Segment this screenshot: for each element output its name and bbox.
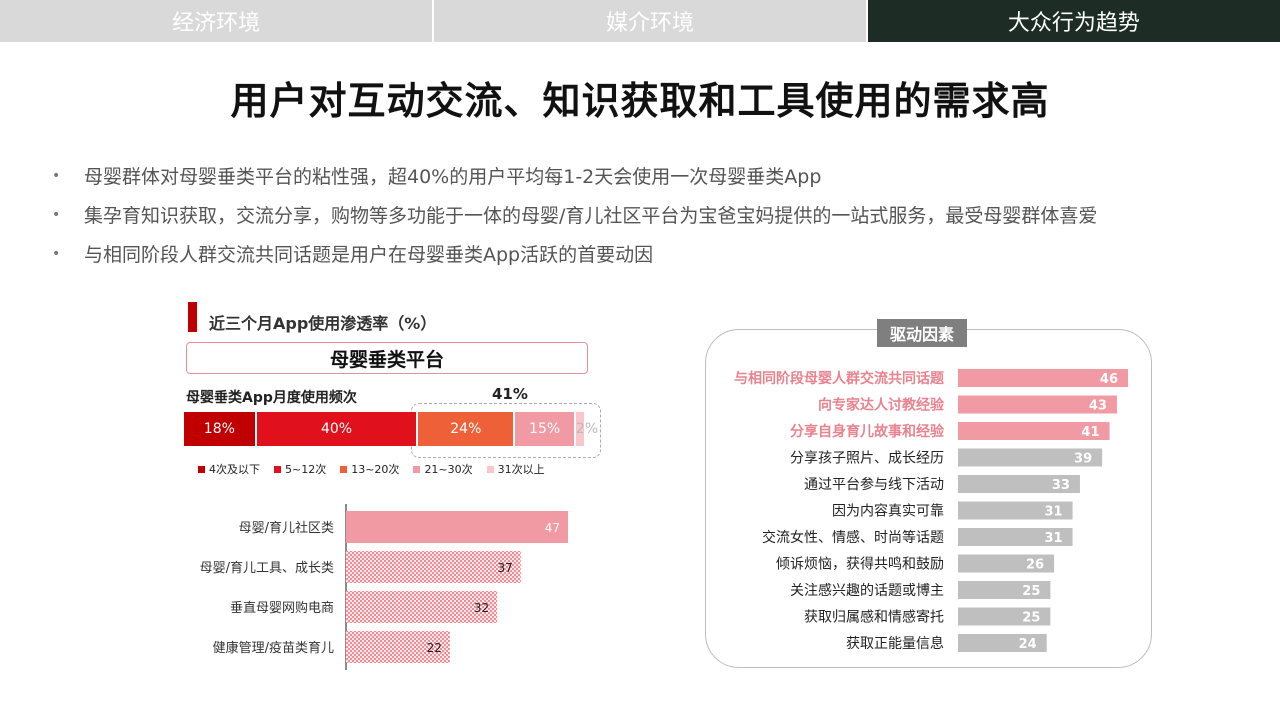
frequency-segment: 2% — [575, 412, 598, 446]
driver-bar — [958, 607, 1051, 626]
driver-bar — [958, 369, 1128, 387]
frequency-segment: 18% — [184, 412, 257, 446]
bullet-dot-icon: • — [52, 167, 61, 184]
driver-value-label: 46 — [1100, 372, 1118, 387]
legend-label: 21~30次 — [424, 463, 473, 476]
legend-label: 13~20次 — [351, 463, 400, 476]
driver-label: 向专家达人讨教经验 — [818, 397, 945, 414]
list-item: • 与相同阶段人群交流共同话题是用户在母婴垂类App活跃的首要动因 — [52, 234, 1252, 273]
legend-label: 5~12次 — [285, 463, 327, 476]
driver-label: 因为内容真实可靠 — [832, 503, 944, 520]
driver-bar — [958, 528, 1073, 546]
frequency-segment: 40% — [256, 412, 419, 446]
category-bar — [346, 511, 568, 543]
legend-item: 4次及以下 — [198, 461, 260, 477]
legend-item: 31次以上 — [486, 461, 545, 477]
driver-label: 获取正能量信息 — [846, 635, 944, 652]
bullet-dot-icon: • — [52, 206, 61, 223]
driver-value-label: 24 — [1019, 637, 1037, 652]
category-value-label: 22 — [427, 641, 442, 655]
legend-item: 5~12次 — [274, 461, 326, 477]
legend-swatch — [486, 465, 494, 473]
list-item: • 集孕育知识获取，交流分享，购物等多功能于一体的母婴/育儿社区平台为宝爸宝妈提… — [52, 195, 1252, 234]
legend-swatch — [198, 465, 205, 473]
driver-label: 通过平台参与线下活动 — [804, 476, 944, 493]
page-title: 用户对互动交流、知识获取和工具使用的需求高 — [230, 79, 1050, 123]
category-bar — [346, 551, 521, 583]
legend-swatch — [413, 465, 421, 473]
platform-label: 母婴垂类平台 — [186, 342, 588, 374]
driver-value-label: 43 — [1089, 399, 1107, 414]
drivers-panel-title: 驱动因素 — [877, 319, 967, 347]
driver-value-label: 41 — [1081, 425, 1099, 440]
category-bar — [346, 631, 450, 663]
driver-bar — [958, 581, 1051, 599]
driver-value-label: 39 — [1074, 452, 1092, 467]
category-label: 母婴/育儿工具、成长类 — [200, 560, 334, 576]
list-item: • 母婴群体对母婴垂类平台的粘性强，超40%的用户平均每1-2天会使用一次母婴垂… — [52, 156, 1252, 195]
penetration-chart-header: 近三个月App使用渗透率（%） — [209, 314, 437, 333]
driver-bar — [958, 634, 1047, 652]
legend-item: 21~30次 — [413, 461, 473, 477]
driver-label: 分享孩子照片、成长经历 — [790, 450, 944, 467]
tab-public-behavior[interactable]: 大众行为趋势 — [867, 0, 1280, 42]
bullet-dot-icon: • — [52, 245, 61, 262]
bullet-text: 集孕育知识获取，交流分享，购物等多功能于一体的母婴/育儿社区平台为宝爸宝妈提供的… — [84, 205, 1098, 227]
driver-label: 分享自身育儿故事和经验 — [790, 423, 945, 440]
driver-bar — [958, 475, 1080, 493]
driver-value-label: 33 — [1052, 478, 1070, 493]
driver-bar — [958, 448, 1103, 467]
legend-label: 31次以上 — [497, 463, 545, 476]
driver-bar — [958, 422, 1110, 440]
driver-value-label: 25 — [1022, 584, 1040, 599]
legend-item: 13~20次 — [340, 461, 399, 477]
tab-economy[interactable]: 经济环境 — [0, 0, 433, 42]
top-tabs: 经济环境 媒介环境 大众行为趋势 — [0, 0, 1280, 42]
legend-label: 4次及以下 — [209, 463, 260, 476]
category-label: 垂直母婴网购电商 — [230, 600, 334, 616]
section-accent-bar — [188, 302, 197, 332]
category-value-label: 47 — [545, 521, 560, 535]
driver-label: 倾诉烦恼，获得共鸣和鼓励 — [776, 556, 944, 573]
driver-value-label: 26 — [1026, 558, 1044, 573]
tab-divider — [432, 0, 435, 42]
frequency-stacked-bar: 18% 40% 24% 15% 2% — [184, 412, 598, 446]
legend-swatch — [274, 465, 281, 473]
driver-label: 关注感兴趣的话题或博主 — [790, 582, 944, 599]
category-value-label: 32 — [474, 601, 489, 615]
legend-swatch — [340, 465, 348, 473]
driver-bar — [958, 554, 1055, 573]
driver-value-label: 31 — [1044, 531, 1062, 546]
driver-bar — [958, 501, 1073, 520]
frequency-segment: 24% — [418, 412, 516, 446]
driver-value-label: 25 — [1022, 611, 1040, 626]
frequency-legend: 4次及以下 5~12次 13~20次 21~30次 31次以上 — [198, 461, 559, 477]
driver-bar-chart: 与相同阶段母婴人群交流共同话题 46 向专家达人讨教经验 43 分享自身育儿故事和经验 4… — [734, 369, 1128, 652]
app-category-bar-chart: 母婴/育儿社区类 47 母婴/育儿工具、成长类 37 垂直母婴网购电商 32 健康管理/疫苗… — [200, 504, 568, 670]
tab-media[interactable]: 媒介环境 — [434, 0, 866, 42]
driver-label: 获取归属感和情感寄托 — [804, 609, 944, 626]
frequency-segment: 15% — [515, 412, 576, 446]
bullet-text: 与相同阶段人群交流共同话题是用户在母婴垂类App活跃的首要动因 — [84, 244, 654, 266]
category-value-label: 37 — [497, 561, 512, 575]
bullet-text: 母婴群体对母婴垂类平台的粘性强，超40%的用户平均每1-2天会使用一次母婴垂类A… — [84, 166, 822, 188]
bullet-list: • 母婴群体对母婴垂类平台的粘性强，超40%的用户平均每1-2天会使用一次母婴垂… — [52, 156, 1252, 273]
driver-label: 交流女性、情感、时尚等话题 — [762, 529, 944, 546]
driver-label: 与相同阶段母婴人群交流共同话题 — [734, 370, 945, 387]
frequency-title: 母婴垂类App月度使用频次 — [186, 390, 357, 406]
driver-bar — [958, 395, 1117, 414]
high-frequency-sum-label: 41% — [492, 385, 528, 403]
tab-divider — [865, 0, 868, 42]
driver-value-label: 31 — [1044, 505, 1062, 520]
category-label: 健康管理/疫苗类育儿 — [213, 640, 334, 656]
category-bar — [346, 591, 498, 623]
category-label: 母婴/育儿社区类 — [239, 520, 334, 536]
